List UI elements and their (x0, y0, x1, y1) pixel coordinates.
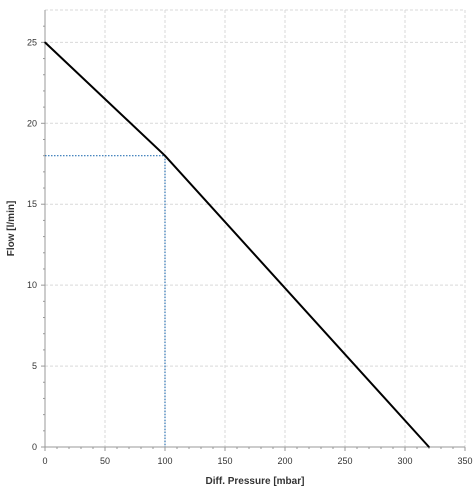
x-tick-label: 350 (457, 456, 472, 466)
x-axis-title: Diff. Pressure [mbar] (206, 476, 305, 487)
series-group (44, 41, 430, 448)
y-tick-label: 5 (32, 361, 37, 371)
series-point (44, 41, 46, 44)
x-tick-label: 150 (217, 456, 232, 466)
x-tick-label: 300 (397, 456, 412, 466)
x-tick-label: 100 (157, 456, 172, 466)
x-tick-label: 250 (337, 456, 352, 466)
guide-lines (45, 155, 166, 447)
y-tick-label: 0 (32, 442, 37, 452)
series-line (44, 41, 430, 448)
x-tick-label: 0 (42, 456, 47, 466)
y-tick-labels: 0 5 10 15 20 25 (27, 37, 37, 452)
series-point (164, 154, 166, 157)
x-tick-labels: 0 50 100 150 200 250 300 350 (42, 456, 472, 466)
x-tick-label: 50 (100, 456, 110, 466)
y-tick-label: 15 (27, 199, 37, 209)
y-tick-label: 10 (27, 280, 37, 290)
series-point (428, 446, 430, 448)
axes (44, 10, 465, 448)
x-tick-label: 200 (277, 456, 292, 466)
y-axis-title: Flow [l/min] (6, 201, 17, 257)
y-tick-label: 25 (27, 37, 37, 47)
grid-lines (45, 9, 466, 447)
y-tick-label: 20 (27, 118, 37, 128)
